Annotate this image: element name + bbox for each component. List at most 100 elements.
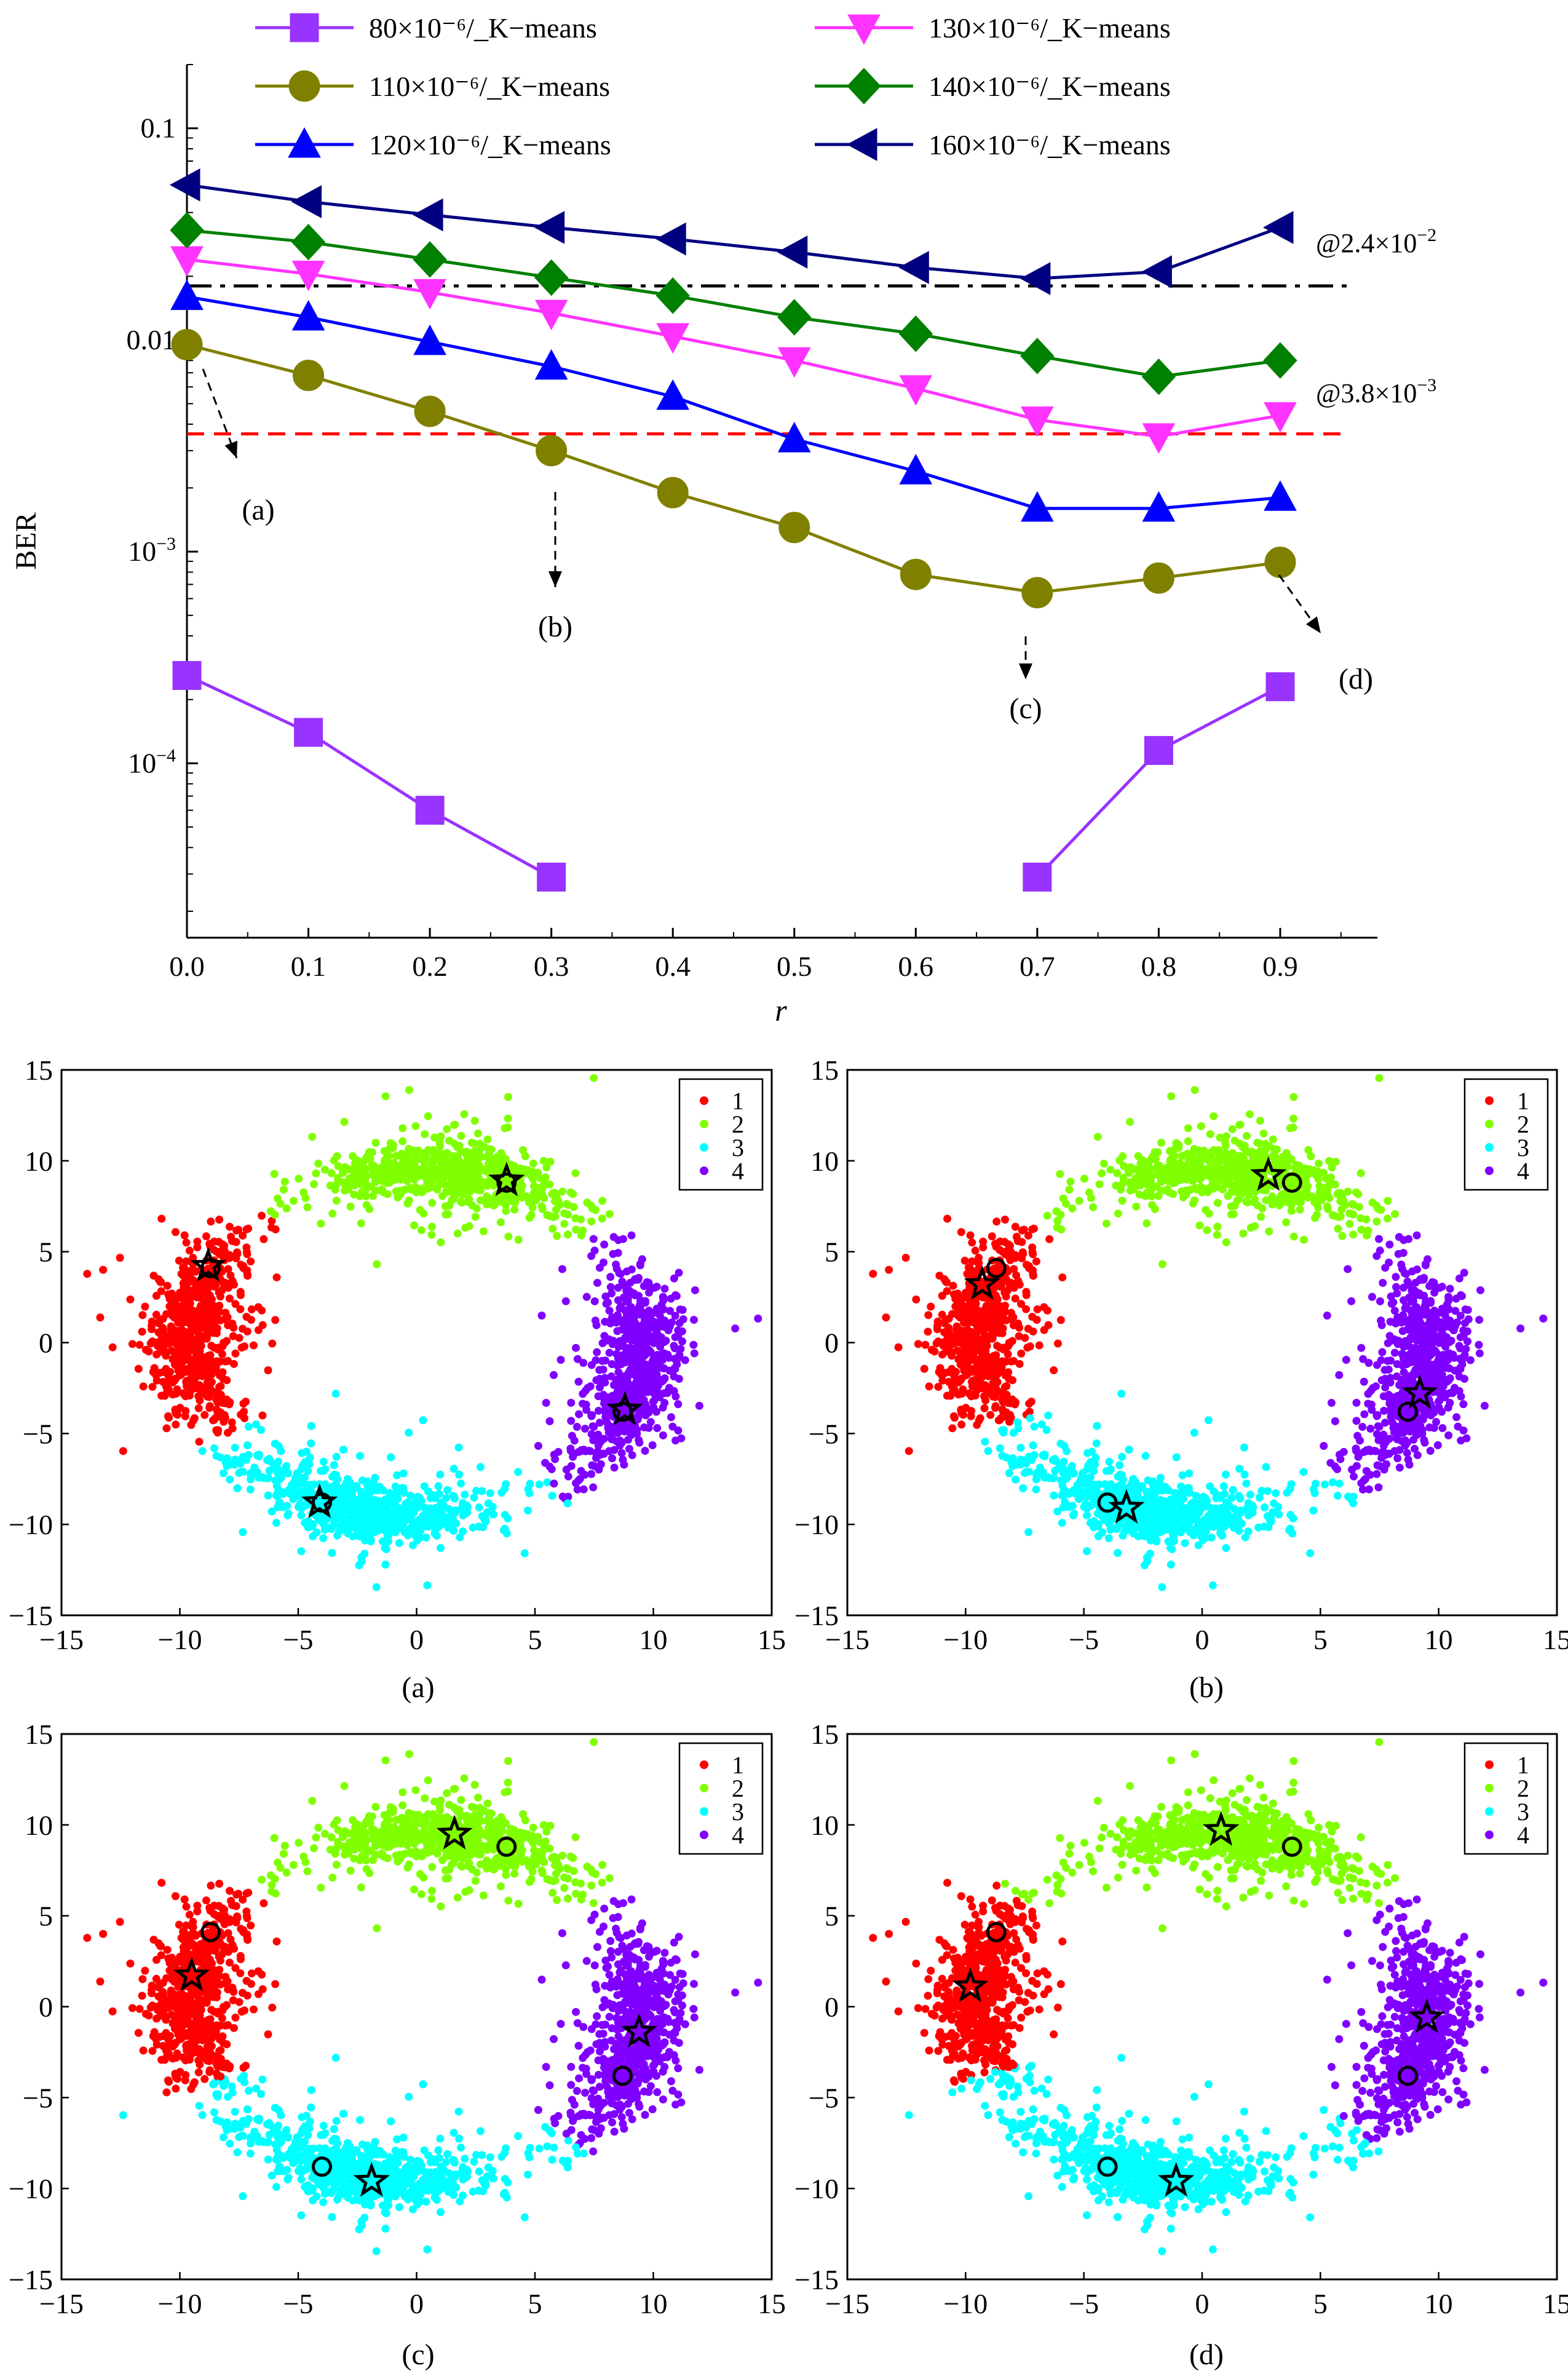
scatter-point [1184, 1137, 1192, 1146]
scatter-point [358, 1476, 366, 1485]
scatter-point [301, 1193, 310, 1202]
scatter-point [945, 1345, 954, 1354]
scatter-point [1226, 1165, 1235, 1173]
data-point [170, 279, 204, 311]
legend-dot [700, 1143, 708, 1152]
annotation-arrow-head [548, 571, 562, 587]
scatter-point [663, 1389, 671, 1398]
scatter-point [464, 1198, 472, 1206]
scatter-point [600, 1240, 609, 1249]
scatter-point [341, 1186, 349, 1195]
scatter-point [1168, 1545, 1176, 1553]
scatter-point [213, 1398, 222, 1407]
scatter-point [205, 1404, 214, 1412]
scatter-point [1044, 1411, 1053, 1420]
scatter-point [1242, 1197, 1251, 1206]
scatter-point [226, 1271, 235, 1280]
data-point [1020, 338, 1055, 374]
scatter-point [1300, 1235, 1309, 1244]
scatter-point [979, 1347, 988, 1356]
scatter-point [159, 1368, 167, 1376]
scatter-point [530, 1182, 539, 1190]
scatter-point [1125, 1446, 1133, 1454]
scatter-point [988, 1232, 996, 1241]
y-tick-label: 0 [39, 1328, 53, 1359]
scatter-point [352, 1522, 361, 1531]
scatter-point [438, 1502, 447, 1510]
scatter-point [128, 1340, 137, 1348]
scatter-point [231, 1460, 239, 1469]
scatter-point [200, 1411, 209, 1419]
scatter-point [382, 1148, 391, 1157]
scatter-point [920, 1364, 929, 1373]
scatter-point [1240, 1443, 1248, 1452]
scatter-point [1167, 1092, 1176, 1101]
data-point [898, 315, 933, 352]
scatter-point [537, 1202, 546, 1211]
scatter-point [1114, 1209, 1122, 1218]
scatter-point [398, 1486, 407, 1494]
scatter-point [212, 1248, 221, 1256]
scatter-point [345, 1513, 354, 1521]
scatter-point [1028, 1313, 1037, 1321]
scatter-point [393, 1471, 402, 1479]
scatter-point [283, 1511, 292, 1520]
scatter-point [1069, 1469, 1077, 1478]
scatter-point [309, 1520, 317, 1529]
data-point [293, 360, 325, 392]
scatter-point [1056, 1316, 1065, 1324]
scatter-point [570, 1436, 579, 1445]
scatter-point [1154, 1161, 1162, 1170]
scatter-point [163, 1281, 172, 1290]
scatter-point [943, 1391, 951, 1400]
scatter-point [327, 1169, 336, 1178]
y-tick-label: −10 [9, 1509, 53, 1540]
scatter-point [1262, 1186, 1270, 1195]
scatter-point [577, 1231, 585, 1240]
scatter-point [1383, 1214, 1392, 1223]
scatter-point [599, 1365, 608, 1374]
scatter-point [992, 1242, 1000, 1251]
scatter-point [993, 1295, 1002, 1304]
scatter-point [283, 1469, 292, 1478]
scatter-point [572, 1344, 580, 1352]
scatter-point [216, 1408, 225, 1417]
scatter-point [1141, 1452, 1150, 1460]
scatter-point [1094, 1532, 1103, 1541]
scatter-point [185, 1246, 194, 1255]
x-tick-label: −5 [283, 1624, 314, 1655]
scatter-point [168, 1310, 176, 1318]
scatter-point [1323, 1202, 1331, 1211]
scatter-point [454, 1443, 463, 1452]
scatter-point [1239, 1229, 1248, 1238]
scatter-point [221, 1308, 230, 1317]
scatter-point [569, 1451, 578, 1459]
scatter-point [1113, 1169, 1122, 1178]
scatter-point [331, 1390, 340, 1398]
scatter-point [442, 1187, 451, 1195]
scatter-point [373, 1260, 381, 1269]
data-point [534, 259, 569, 296]
scatter-point [435, 1522, 443, 1530]
scatter-point [377, 1163, 386, 1172]
scatter-point [369, 1503, 378, 1511]
scatter-point [273, 1503, 282, 1511]
data-point [534, 299, 568, 331]
scatter-point [643, 1387, 651, 1396]
data-point [1020, 262, 1051, 295]
scatter-point [1240, 1470, 1249, 1479]
scatter-point [218, 1368, 227, 1377]
scatter-point [411, 1151, 420, 1160]
scatter-point [383, 1190, 392, 1198]
scatter-point [1147, 1192, 1156, 1200]
scatter-point [1270, 1499, 1278, 1508]
legend-marker [847, 68, 881, 105]
scatter-point [674, 1326, 683, 1335]
data-point [777, 236, 808, 269]
scatter-point [358, 1506, 366, 1515]
scatter-point [435, 1157, 444, 1166]
scatter-point [663, 1350, 672, 1359]
scatter-point [1115, 1461, 1124, 1470]
scatter-point [958, 1348, 967, 1356]
